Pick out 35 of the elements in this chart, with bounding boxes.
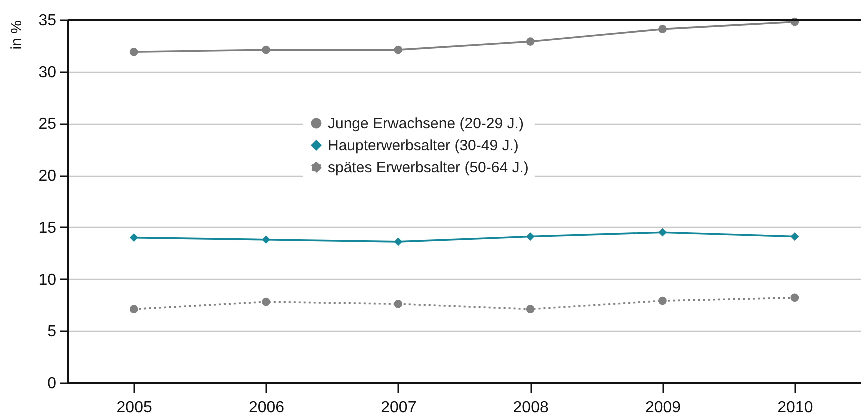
y-tick-label: 20 [38, 168, 57, 186]
y-tick-label: 15 [38, 220, 57, 237]
point [130, 305, 138, 314]
point [658, 228, 667, 237]
x-tick-label: 2008 [513, 400, 549, 416]
y-tick-label: 25 [38, 116, 57, 134]
legend-label: Haupterwerbsalter (30-49 J.) [328, 138, 519, 154]
x-tick-label: 2009 [645, 400, 682, 416]
x-tick-label: 2005 [116, 400, 152, 416]
point [130, 48, 138, 56]
legend-label: Junge Erwachsene (20-29 J.) [328, 116, 524, 132]
point [262, 46, 270, 54]
point [526, 232, 535, 241]
point [394, 238, 403, 246]
y-tick-label: 35 [38, 12, 57, 30]
point [262, 298, 270, 306]
point [526, 305, 535, 314]
point [130, 234, 138, 242]
legend-label: spätes Erwerbsalter (50-64 J.) [328, 160, 529, 176]
y-tick-label: 10 [38, 272, 57, 289]
point [790, 232, 800, 241]
y-tick-label: 5 [48, 324, 57, 341]
x-tick-label: 2007 [381, 400, 417, 416]
point [790, 294, 800, 302]
y-axis-title: in % [8, 20, 26, 50]
point [262, 236, 270, 244]
y-tick-label: 0 [48, 376, 57, 392]
y-tick-label: 30 [38, 64, 57, 82]
point [394, 46, 403, 54]
point [658, 296, 667, 306]
x-tick-label: 2006 [248, 400, 285, 416]
point [394, 300, 403, 308]
point [658, 25, 667, 34]
point [526, 38, 535, 46]
x-tick-label: 2010 [778, 400, 814, 416]
